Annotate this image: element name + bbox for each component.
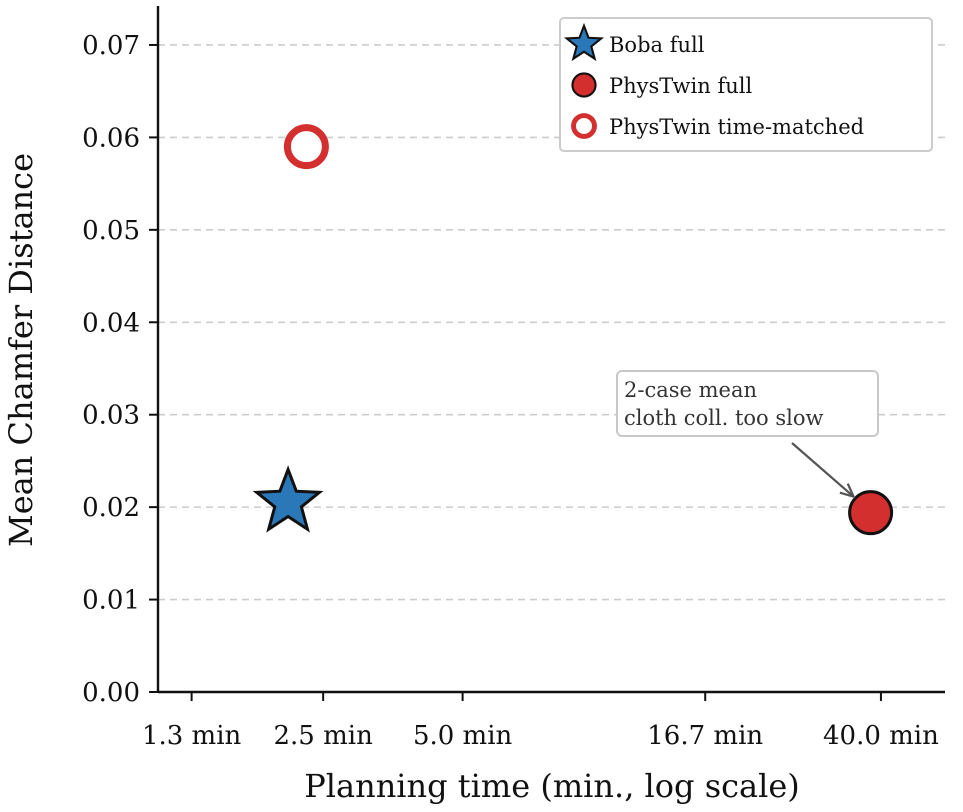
y-tick-label: 0.06 bbox=[82, 123, 140, 153]
data-point bbox=[252, 465, 324, 533]
y-tick-label: 0.04 bbox=[82, 308, 140, 338]
legend-label: PhysTwin full bbox=[609, 74, 752, 98]
x-tick-label: 2.5 min bbox=[273, 721, 373, 751]
annotation-arrow bbox=[791, 442, 855, 498]
legend-label: Boba full bbox=[609, 33, 705, 57]
y-tick-label: 0.03 bbox=[82, 401, 140, 431]
x-tick-label: 40.0 min bbox=[823, 721, 939, 751]
x-tick-label: 1.3 min bbox=[142, 721, 242, 751]
legend-marker bbox=[571, 113, 597, 139]
arrow-head bbox=[839, 483, 856, 499]
annotation-box bbox=[616, 370, 879, 437]
x-tick-label: 16.7 min bbox=[647, 721, 763, 751]
legend-marker bbox=[571, 72, 597, 98]
annotation: 2-case mean cloth coll. too slow bbox=[616, 370, 879, 499]
legend: Boba full PhysTwin full PhysTwin time-matc… bbox=[559, 17, 933, 152]
y-tick-label: 0.00 bbox=[82, 678, 140, 708]
annotation-text: 2-case mean bbox=[624, 378, 757, 402]
y-tick-label: 0.05 bbox=[82, 216, 140, 246]
ticks: 0.00 0.01 0.02 0.03 0.04 0.05 0.06 0.07 1.3 min 2… bbox=[82, 31, 939, 751]
x-axis-label: Planning time (min., log scale) bbox=[304, 767, 800, 805]
y-tick-label: 0.07 bbox=[82, 31, 140, 61]
x-tick-label: 5.0 min bbox=[413, 721, 513, 751]
annotation-text: cloth coll. too slow bbox=[624, 406, 823, 430]
data-point bbox=[848, 490, 894, 536]
legend-box bbox=[559, 17, 933, 152]
y-axis-label: Mean Chamfer Distance bbox=[2, 153, 40, 547]
y-tick-label: 0.01 bbox=[82, 586, 140, 616]
legend-marker bbox=[563, 22, 605, 62]
y-tick-label: 0.02 bbox=[82, 493, 140, 523]
data-point bbox=[283, 124, 329, 170]
legend-label: PhysTwin time-matched bbox=[609, 115, 864, 139]
data-points bbox=[252, 124, 894, 536]
axes bbox=[156, 6, 945, 694]
